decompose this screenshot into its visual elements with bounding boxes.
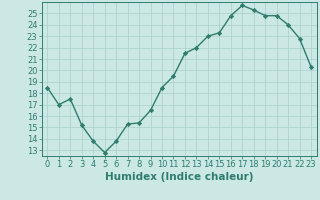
X-axis label: Humidex (Indice chaleur): Humidex (Indice chaleur) [105, 172, 253, 182]
